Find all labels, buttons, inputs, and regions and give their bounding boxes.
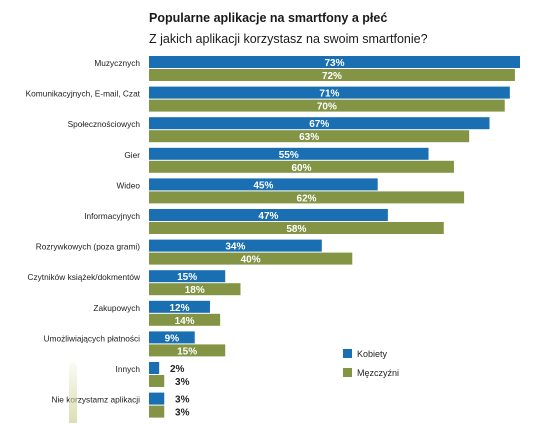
value-label: 70%	[317, 102, 337, 113]
value-label: 15%	[177, 272, 197, 283]
category-label: Zakupowych	[93, 303, 140, 313]
bar-kobiety	[149, 331, 195, 344]
bar-mezczyzni	[149, 252, 353, 265]
bar-kobiety	[149, 147, 429, 160]
value-label: 15%	[177, 346, 197, 357]
category-label: Nie korzystamz aplikacji	[51, 395, 140, 405]
bar-kobiety	[149, 86, 510, 99]
legend-label-mezczyzni: Męzczyźni	[357, 368, 400, 378]
legend-label-kobiety: Kobiety	[357, 349, 388, 359]
value-label: 40%	[241, 255, 261, 266]
bar-mezczyzni	[149, 344, 226, 357]
decorative-candle-graphic	[69, 363, 77, 423]
value-label: 62%	[297, 193, 317, 204]
bar-mezczyzni	[149, 283, 241, 296]
category-label: Komunikacyjnych, E-mail, Czat	[26, 89, 141, 99]
chart-title: Popularne aplikacje na smartfony a płeć	[149, 11, 388, 25]
bar-kobiety	[149, 270, 226, 283]
bar-mezczyzni	[149, 313, 221, 326]
bar-mezczyzni	[149, 191, 465, 204]
bar-mezczyzni	[149, 130, 470, 143]
value-label: 58%	[286, 224, 306, 235]
value-label: 45%	[253, 180, 273, 191]
bar-kobiety	[149, 239, 322, 252]
value-label: 3%	[175, 408, 190, 419]
category-label: Informacyjnych	[84, 211, 140, 221]
category-label: Społecznościowych	[68, 119, 141, 129]
bar-kobiety	[149, 178, 378, 191]
bar-kobiety	[149, 209, 388, 221]
value-label: 14%	[175, 316, 195, 327]
legend-swatch-kobiety	[343, 349, 352, 358]
value-label: 73%	[324, 58, 344, 69]
bar-mezczyzni	[149, 222, 444, 234]
value-label: 55%	[279, 150, 299, 161]
category-label: Gier	[124, 150, 140, 160]
value-label: 2%	[170, 364, 185, 375]
bar-kobiety	[149, 362, 160, 374]
value-label: 60%	[291, 163, 311, 174]
bar-kobiety	[149, 117, 490, 130]
legend-item-kobiety: Kobiety	[343, 349, 387, 359]
value-label: 67%	[309, 119, 329, 130]
chart-subtitle: Z jakich aplikacji korzystasz na swoim s…	[149, 32, 428, 46]
category-label: Umożliwiających płatności	[44, 333, 141, 343]
value-label: 72%	[322, 71, 342, 82]
bar-mezczyzni	[149, 405, 165, 418]
value-label: 3%	[175, 377, 190, 388]
category-label: Wideo	[116, 180, 140, 190]
bar-mezczyzni	[149, 375, 165, 387]
value-label: 34%	[225, 242, 245, 253]
bar-mezczyzni	[149, 160, 454, 173]
value-label: 47%	[258, 211, 278, 222]
category-label: Innych	[116, 364, 141, 374]
bar-kobiety	[149, 392, 165, 405]
category-label: Czytników książek/dokmentów	[27, 272, 141, 282]
value-label: 71%	[319, 89, 339, 100]
legend-item-mezczyzni: Męzczyźni	[343, 368, 399, 378]
value-label: 63%	[299, 132, 319, 143]
value-label: 18%	[185, 285, 205, 296]
category-label: Rozrywkowych (poza grami)	[36, 242, 140, 252]
value-label: 9%	[165, 333, 180, 344]
category-label: Muzycznych	[94, 58, 140, 68]
bar-kobiety	[149, 300, 210, 313]
value-label: 12%	[169, 303, 189, 314]
bar-kobiety	[149, 56, 520, 68]
legend-swatch-mezczyzni	[343, 368, 352, 377]
bar-mezczyzni	[149, 69, 515, 81]
bar-mezczyzni	[149, 99, 505, 112]
value-label: 3%	[175, 395, 190, 406]
